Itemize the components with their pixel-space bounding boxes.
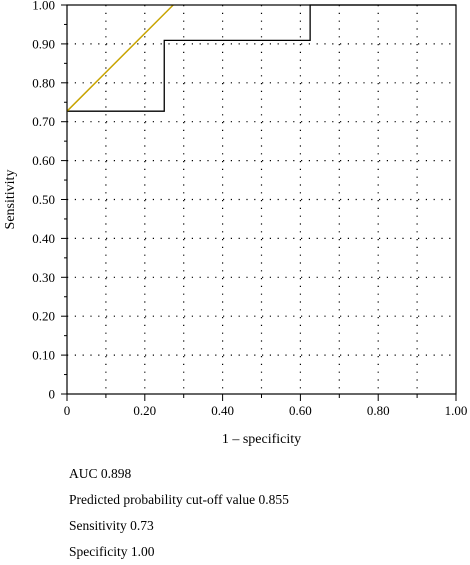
x-tick-label: 0.40 bbox=[211, 403, 234, 418]
y-axis: 0 0.10 0.20 0.30 0.40 0.50 0.60 0.70 0.80 0.90 1.0… bbox=[32, 0, 67, 402]
y-axis-label: Sensitivity bbox=[3, 170, 18, 230]
x-axis: 0 0.20 0.40 0.60 0.80 1.00 bbox=[64, 394, 468, 418]
x-tick-label: 1.00 bbox=[445, 403, 468, 418]
x-axis-label: 1 – specificity bbox=[222, 432, 301, 447]
y-tick-label: 0.90 bbox=[32, 36, 55, 51]
reference-line bbox=[66, 4, 174, 112]
cutoff-text: Predicted probability cut-off value 0.85… bbox=[69, 492, 289, 507]
y-tick-label: 0.80 bbox=[32, 75, 55, 90]
y-tick-label: 0.10 bbox=[32, 348, 55, 363]
x-tick-label: 0.60 bbox=[289, 403, 312, 418]
auc-text: AUC 0.898 bbox=[69, 466, 132, 481]
x-tick-label: 0.20 bbox=[133, 403, 156, 418]
y-tick-label: 0.60 bbox=[32, 153, 55, 168]
y-tick-label: 0 bbox=[49, 387, 56, 402]
x-tick-label: 0 bbox=[64, 403, 71, 418]
y-tick-label: 0.70 bbox=[32, 114, 55, 129]
y-tick-label: 0.20 bbox=[32, 309, 55, 324]
y-tick-label: 0.40 bbox=[32, 231, 55, 246]
stats-panel: AUC 0.898 Predicted probability cut-off … bbox=[69, 461, 289, 565]
y-tick-label: 1.00 bbox=[32, 0, 55, 13]
y-tick-label: 0.50 bbox=[32, 192, 55, 207]
grid bbox=[67, 5, 456, 394]
y-tick-label: 0.30 bbox=[32, 270, 55, 285]
plot-frame bbox=[66, 4, 457, 395]
roc-chart: 0 0.20 0.40 0.60 0.80 1.00 00.100.200.300.400… bbox=[3, 0, 468, 447]
specificity-text: Specificity 1.00 bbox=[69, 544, 155, 559]
sensitivity-text: Sensitivity 0.73 bbox=[69, 518, 154, 533]
x-tick-label: 0.80 bbox=[367, 403, 390, 418]
